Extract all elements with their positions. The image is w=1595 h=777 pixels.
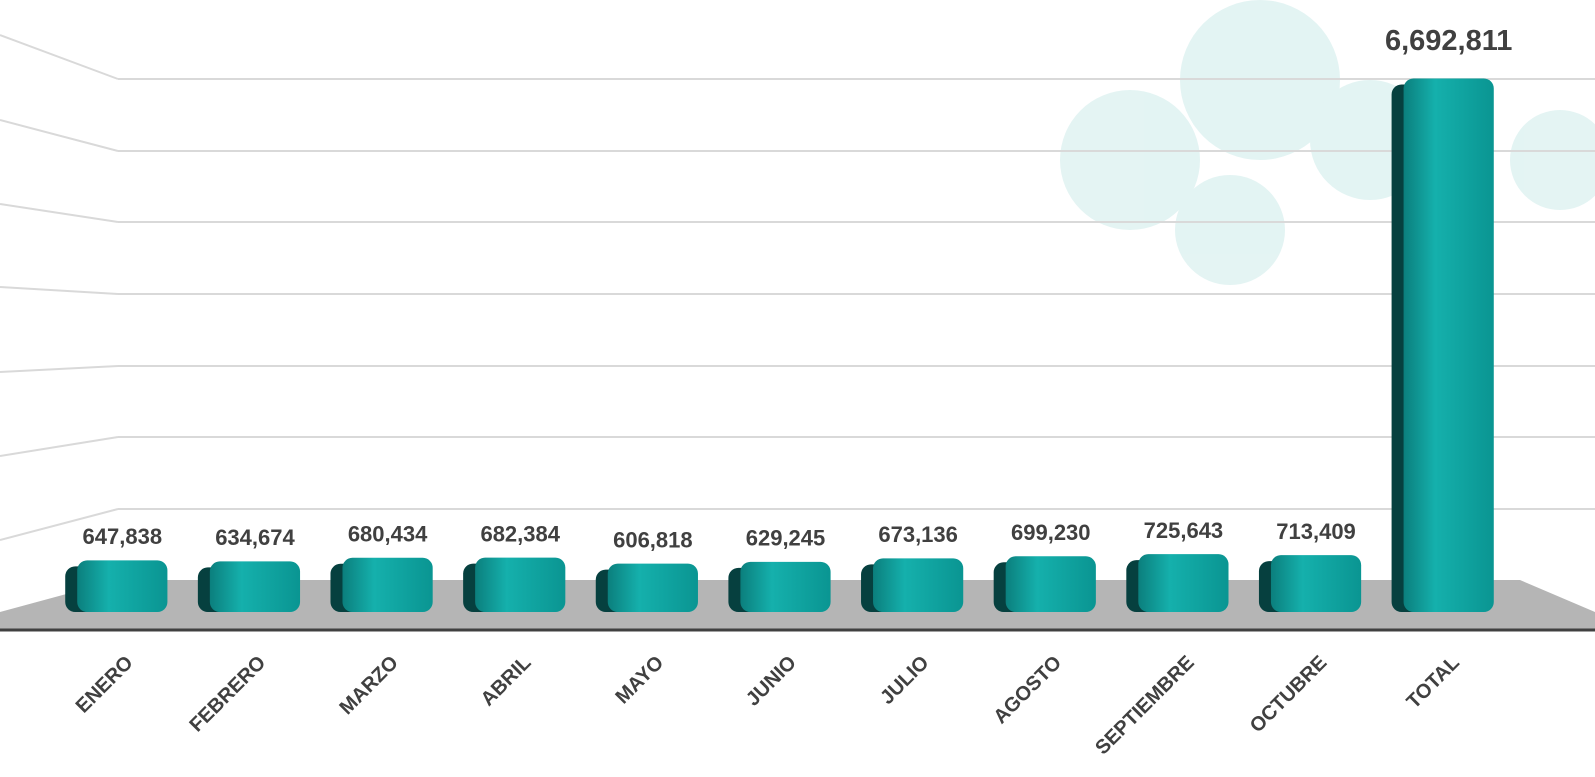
x-tick-label: OCTUBRE xyxy=(1246,652,1331,737)
data-label: 673,136 xyxy=(878,522,958,547)
data-label: 634,674 xyxy=(215,525,295,550)
data-label: 699,230 xyxy=(1011,520,1091,545)
bar xyxy=(210,561,300,612)
data-label: 647,838 xyxy=(83,524,163,549)
bar xyxy=(1404,78,1494,612)
bar xyxy=(77,560,167,612)
bar xyxy=(342,558,432,612)
bar xyxy=(608,564,698,612)
background-decor xyxy=(1060,0,1595,285)
x-tick-label: MAYO xyxy=(611,652,668,709)
data-label: 680,434 xyxy=(348,522,428,547)
x-tick-label: AGOSTO xyxy=(989,652,1066,729)
x-tick-label: JULIO xyxy=(876,652,933,709)
data-label: 606,818 xyxy=(613,527,693,552)
x-tick-label: FEBRERO xyxy=(186,652,271,737)
x-tick-label: ENERO xyxy=(72,652,138,718)
chart: 647,838 ENERO 634,674 FEBRERO 680,434 MARZO 68… xyxy=(0,0,1595,777)
data-label: 725,643 xyxy=(1144,518,1224,543)
bar xyxy=(740,562,830,612)
x-tick-label: MARZO xyxy=(335,652,402,719)
bar xyxy=(873,558,963,612)
bar xyxy=(475,558,565,612)
bar xyxy=(1006,556,1096,612)
bar xyxy=(1271,555,1361,612)
x-tick-label: TOTAL xyxy=(1403,652,1464,713)
x-tick-label: JUNIO xyxy=(742,652,801,711)
x-tick-label: SEPTIEMBRE xyxy=(1091,652,1199,760)
data-label: 682,384 xyxy=(480,521,560,546)
x-tick-label: ABRIL xyxy=(477,652,536,711)
data-label: 6,692,811 xyxy=(1385,25,1512,57)
data-label: 629,245 xyxy=(746,526,826,551)
bar xyxy=(1138,554,1228,612)
data-label: 713,409 xyxy=(1276,519,1356,544)
